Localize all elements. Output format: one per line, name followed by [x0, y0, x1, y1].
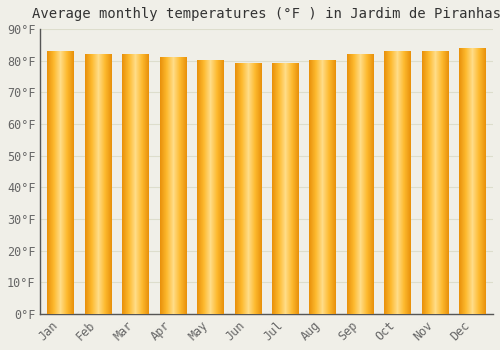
Title: Average monthly temperatures (°F ) in Jardim de Piranhas: Average monthly temperatures (°F ) in Ja…	[32, 7, 500, 21]
